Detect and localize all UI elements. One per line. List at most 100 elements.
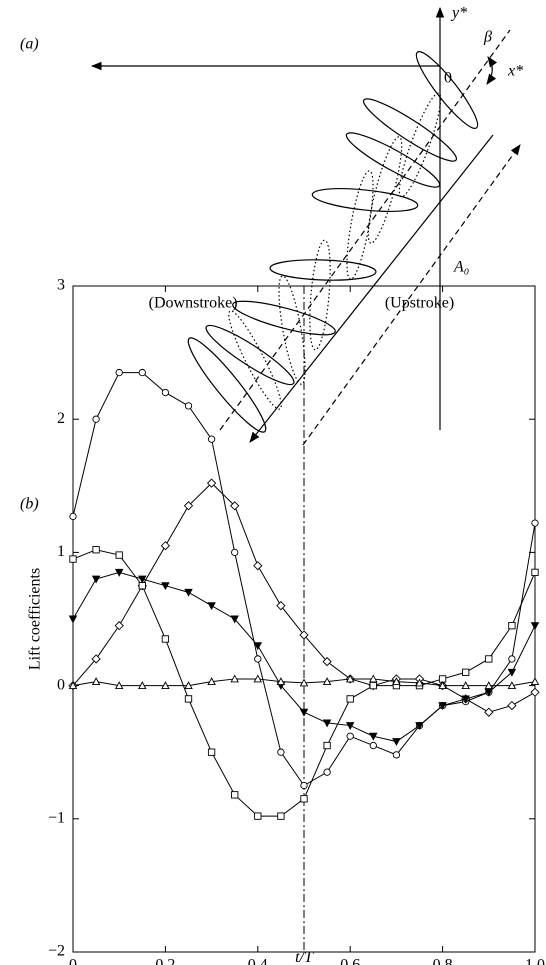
x-axis-label: t/T [295, 949, 314, 965]
wing [345, 132, 441, 188]
marker [253, 674, 263, 683]
wing [362, 98, 458, 162]
origin-label: 0 [444, 70, 452, 87]
x-tick-label: 0.6 [340, 957, 360, 965]
x-tick-label: 0.2 [155, 957, 175, 965]
stroke-path [219, 29, 511, 431]
marker [415, 722, 424, 731]
marker [161, 582, 170, 591]
y-tick-label: 1 [57, 543, 65, 560]
y-tick-label: −1 [48, 809, 65, 826]
marker [346, 732, 354, 740]
wing [415, 51, 479, 129]
marker [207, 602, 216, 611]
marker [392, 677, 401, 686]
x-tick-label: 0 [69, 957, 77, 965]
marker [114, 681, 124, 690]
marker [91, 654, 101, 664]
marker [507, 681, 517, 690]
y-tick-label: 2 [57, 410, 65, 427]
marker [69, 555, 77, 563]
marker [254, 655, 262, 663]
marker [230, 615, 239, 624]
marker [369, 732, 378, 741]
marker [369, 741, 377, 750]
marker [323, 768, 331, 776]
marker [300, 781, 308, 790]
marker [277, 812, 285, 820]
marker [91, 575, 101, 584]
marker [115, 368, 123, 377]
marker [254, 812, 262, 820]
marker [484, 707, 494, 717]
marker [160, 541, 171, 551]
marker [276, 601, 286, 611]
marker [531, 568, 539, 577]
marker [530, 687, 540, 697]
marker [485, 655, 493, 663]
y-tick-label: 0 [57, 676, 65, 693]
axis-label: x* [507, 63, 523, 80]
wing [311, 188, 419, 212]
wing [269, 259, 377, 281]
marker [115, 551, 123, 559]
marker [508, 655, 516, 663]
y-tick-label: −2 [48, 943, 65, 960]
marker [369, 674, 378, 683]
marker [346, 695, 354, 703]
y-axis-label: Lift coefficients [27, 568, 44, 670]
marker [206, 478, 217, 488]
marker [230, 501, 240, 511]
panel-label: (a) [20, 36, 39, 53]
marker [68, 681, 78, 690]
marker [183, 501, 194, 511]
angle-arc [486, 56, 498, 85]
marker [299, 708, 309, 717]
marker [484, 688, 494, 697]
marker [299, 678, 309, 687]
marker [114, 621, 124, 631]
marker [345, 722, 355, 731]
axis-label: y* [450, 5, 467, 22]
marker [392, 751, 401, 759]
marker [207, 677, 216, 686]
diagram [90, 6, 521, 446]
marker [207, 435, 216, 443]
marker [507, 700, 517, 711]
annotation: (Downstroke) [149, 295, 238, 312]
marker [184, 681, 193, 690]
marker [184, 588, 193, 597]
marker [231, 548, 239, 557]
marker [415, 678, 424, 687]
x-tick-label: 0.4 [248, 957, 268, 965]
marker [161, 681, 170, 690]
marker [92, 415, 100, 423]
marker [91, 677, 101, 686]
annotation: (Upstroke) [385, 295, 454, 312]
marker [68, 615, 78, 624]
marker [323, 741, 331, 750]
marker [369, 681, 377, 690]
marker [114, 568, 124, 577]
marker [161, 388, 170, 397]
marker [69, 512, 77, 521]
marker [507, 668, 517, 677]
amplitude-label: A₀ [453, 259, 469, 276]
marker [138, 368, 146, 377]
marker [345, 674, 355, 683]
marker [530, 677, 540, 686]
marker [461, 681, 470, 690]
x-tick-label: 1.0 [525, 957, 545, 965]
marker [322, 677, 332, 686]
marker [138, 575, 147, 584]
marker [184, 402, 193, 410]
marker [392, 738, 401, 746]
marker [161, 635, 170, 643]
marker [322, 656, 332, 667]
marker [531, 519, 539, 527]
marker [461, 695, 470, 704]
wing [187, 337, 267, 433]
marker [299, 630, 309, 640]
marker [207, 748, 216, 756]
